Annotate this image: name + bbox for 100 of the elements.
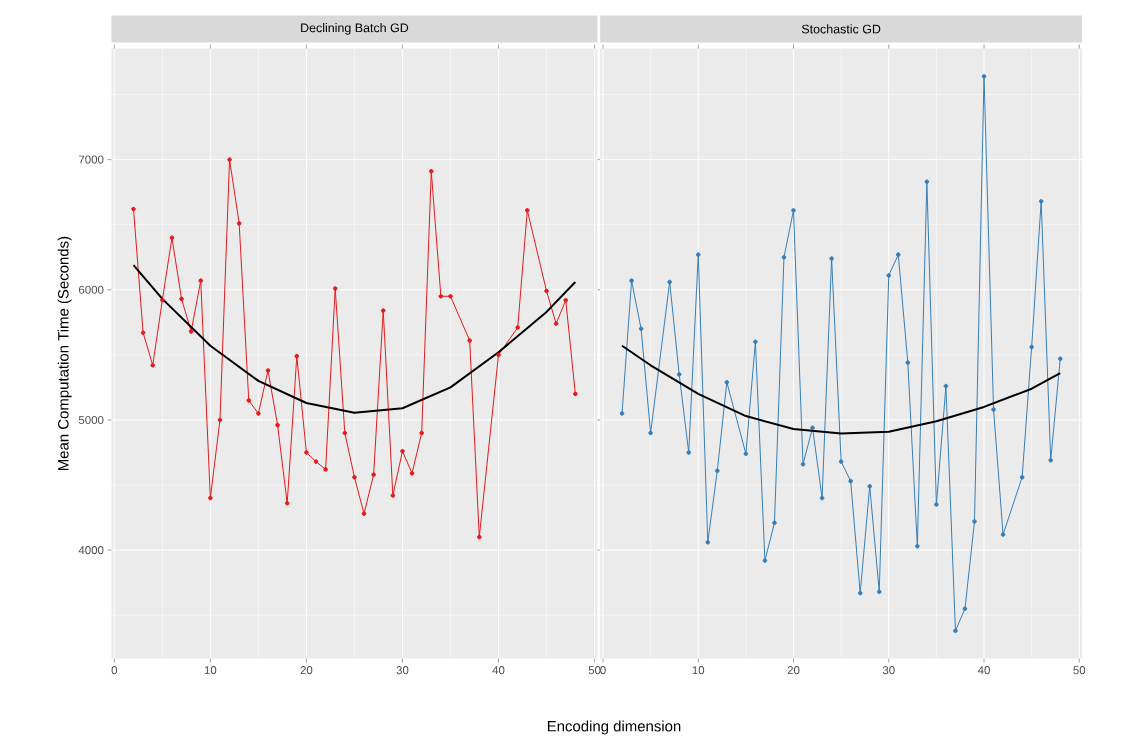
line-series xyxy=(132,264,577,414)
point xyxy=(409,471,415,476)
point xyxy=(1038,198,1044,204)
point xyxy=(380,308,386,313)
y-tick-label: 5000 xyxy=(78,415,104,424)
point xyxy=(150,362,156,368)
point xyxy=(140,330,146,336)
point xyxy=(791,208,796,213)
point xyxy=(467,338,472,343)
point xyxy=(476,534,482,540)
point xyxy=(323,467,328,472)
point xyxy=(304,450,309,455)
point xyxy=(371,472,376,477)
point xyxy=(400,448,405,454)
point xyxy=(246,398,252,403)
x-tick-label: 20 xyxy=(300,666,313,675)
point xyxy=(800,461,806,467)
point xyxy=(772,520,777,526)
point xyxy=(686,450,692,455)
x-tick-label: 0 xyxy=(600,666,606,675)
point xyxy=(563,297,569,303)
point xyxy=(448,293,453,299)
point xyxy=(943,383,949,389)
point xyxy=(313,459,319,464)
point xyxy=(924,179,930,185)
point xyxy=(1019,474,1025,480)
point xyxy=(236,221,242,226)
point xyxy=(886,273,892,278)
point xyxy=(217,417,223,423)
x-tick-label: 30 xyxy=(396,666,409,675)
point xyxy=(781,254,787,260)
point xyxy=(934,502,939,507)
point xyxy=(619,411,625,416)
point xyxy=(198,278,204,283)
point xyxy=(905,360,911,365)
x-tick-label: 0 xyxy=(111,666,118,675)
point xyxy=(648,430,653,436)
point xyxy=(131,206,136,212)
point xyxy=(515,325,521,330)
chart-title: Declining Batch GD xyxy=(301,23,409,35)
point xyxy=(256,411,261,416)
point xyxy=(419,430,424,436)
point xyxy=(1057,356,1063,362)
point xyxy=(867,484,873,489)
point xyxy=(981,73,987,79)
point xyxy=(294,353,300,359)
point xyxy=(829,256,834,261)
point xyxy=(361,511,367,516)
point xyxy=(762,558,768,563)
point xyxy=(169,235,175,241)
point xyxy=(876,589,882,595)
point xyxy=(724,379,730,385)
point xyxy=(895,252,901,257)
point xyxy=(544,288,549,294)
point xyxy=(438,293,444,299)
point xyxy=(819,495,825,501)
x-tick-label: 40 xyxy=(977,666,990,675)
y-tick-label: 7000 xyxy=(79,155,104,164)
point xyxy=(1000,532,1006,537)
x-tick-label: 50 xyxy=(588,666,601,675)
point xyxy=(695,252,701,257)
point xyxy=(743,451,749,457)
point xyxy=(629,278,634,283)
point xyxy=(810,425,815,431)
point xyxy=(265,368,271,373)
point xyxy=(553,321,559,326)
point xyxy=(573,391,578,397)
point xyxy=(352,474,357,480)
point xyxy=(715,468,720,474)
point xyxy=(342,430,348,436)
point xyxy=(753,339,758,345)
x-tick-label: 20 xyxy=(787,666,800,675)
x-tick-label: 10 xyxy=(692,666,705,675)
point xyxy=(1048,458,1054,463)
y-tick-label: 6000 xyxy=(79,285,104,294)
point xyxy=(848,478,853,484)
point xyxy=(496,352,501,358)
point xyxy=(179,296,184,302)
point xyxy=(667,279,672,285)
point xyxy=(972,519,977,524)
point xyxy=(838,459,844,464)
x-axis-title: Encoding dimension xyxy=(547,720,681,735)
point xyxy=(188,329,194,334)
point xyxy=(275,422,280,428)
x-tick-label: 10 xyxy=(204,666,217,675)
point xyxy=(962,606,968,611)
point xyxy=(525,208,530,213)
point xyxy=(428,169,434,174)
chart-title: Stochastic GD xyxy=(801,24,881,34)
point xyxy=(676,372,682,377)
point xyxy=(284,500,290,506)
point xyxy=(160,297,165,303)
point xyxy=(638,326,644,332)
point xyxy=(857,590,863,596)
point xyxy=(227,157,232,162)
point xyxy=(208,495,213,501)
x-tick-label: 40 xyxy=(492,666,505,675)
y-tick-label: 4000 xyxy=(78,546,104,555)
point xyxy=(390,493,396,498)
point xyxy=(332,286,338,291)
